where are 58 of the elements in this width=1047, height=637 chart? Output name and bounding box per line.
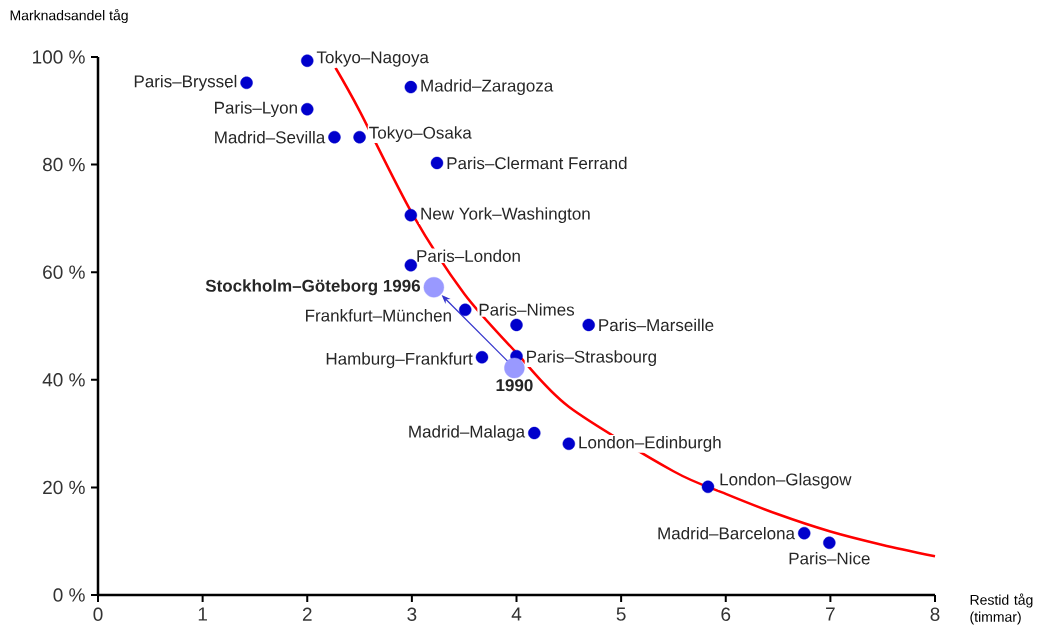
y-axis-title: Marknadsandel tåg bbox=[10, 8, 128, 24]
y-tick-label: 20 % bbox=[43, 480, 85, 495]
annotation: 1990 bbox=[496, 379, 533, 392]
point bbox=[328, 130, 341, 144]
point bbox=[353, 130, 366, 144]
point bbox=[459, 303, 472, 317]
annotation: Madrid–Sevilla bbox=[215, 130, 326, 144]
annotation: Paris–Bryssel bbox=[134, 74, 237, 91]
y-tick-label: 100 % bbox=[33, 50, 85, 64]
x-tick-label: 8 bbox=[930, 607, 940, 621]
y-tick-label: 60 % bbox=[43, 265, 85, 279]
x-tick-label: 1 bbox=[198, 607, 207, 621]
point bbox=[240, 76, 253, 90]
point bbox=[528, 426, 541, 440]
annotation: Madrid–Zaragoza bbox=[421, 79, 554, 96]
annotation: Paris–Nimes bbox=[479, 303, 575, 316]
point bbox=[301, 102, 314, 116]
point bbox=[504, 357, 525, 379]
x-axis-title: Restid tåg (timmar) bbox=[970, 593, 1033, 625]
annotation: Paris–Strasbourg bbox=[527, 350, 656, 367]
point bbox=[430, 156, 444, 170]
x-tick-label: 5 bbox=[616, 607, 626, 621]
x-tick-label: 0 bbox=[93, 607, 103, 621]
annotation: Hamburg–Frankfurt bbox=[326, 352, 473, 369]
x-tick-label: 3 bbox=[407, 607, 417, 621]
point bbox=[823, 536, 836, 550]
annotation: Paris–Lyon bbox=[215, 101, 297, 118]
point bbox=[404, 208, 418, 222]
annotation: London–Glasgow bbox=[720, 472, 852, 489]
y-tick-label: 80 % bbox=[43, 157, 85, 172]
point bbox=[798, 526, 811, 540]
point bbox=[404, 259, 418, 272]
x-tick-label: 4 bbox=[511, 607, 522, 621]
annotation: Tokyo–Osaka bbox=[369, 126, 472, 143]
annotation: Stockholm–Göteborg 1996 bbox=[205, 279, 421, 296]
point bbox=[510, 318, 523, 332]
y-tick-label: 0 % bbox=[53, 588, 85, 602]
annotation: Madrid–Barcelona bbox=[658, 526, 795, 540]
point bbox=[701, 480, 715, 494]
x-tick-label: 6 bbox=[721, 607, 731, 621]
annotation: Paris–London bbox=[417, 249, 520, 263]
x-tick-label: 2 bbox=[302, 607, 312, 621]
annotation: Paris–Marseille bbox=[599, 318, 714, 332]
annotation: Paris–Clermant Ferrand bbox=[447, 156, 627, 170]
point bbox=[582, 318, 595, 332]
annotation: New York–Washington bbox=[421, 207, 590, 224]
x-tick-label: 7 bbox=[826, 607, 835, 621]
annotation: London–Edinburgh bbox=[579, 435, 721, 452]
point bbox=[404, 80, 418, 94]
annotation: Paris–Nice bbox=[789, 552, 870, 565]
annotation: Madrid–Malaga bbox=[409, 425, 526, 441]
point bbox=[562, 437, 576, 451]
point bbox=[423, 277, 445, 298]
point bbox=[475, 351, 489, 364]
annotation: Frankfurt–München bbox=[306, 309, 451, 322]
y-tick-label: 40 % bbox=[42, 373, 85, 387]
point bbox=[301, 54, 314, 67]
annotation: Tokyo–Nagoya bbox=[316, 50, 429, 67]
